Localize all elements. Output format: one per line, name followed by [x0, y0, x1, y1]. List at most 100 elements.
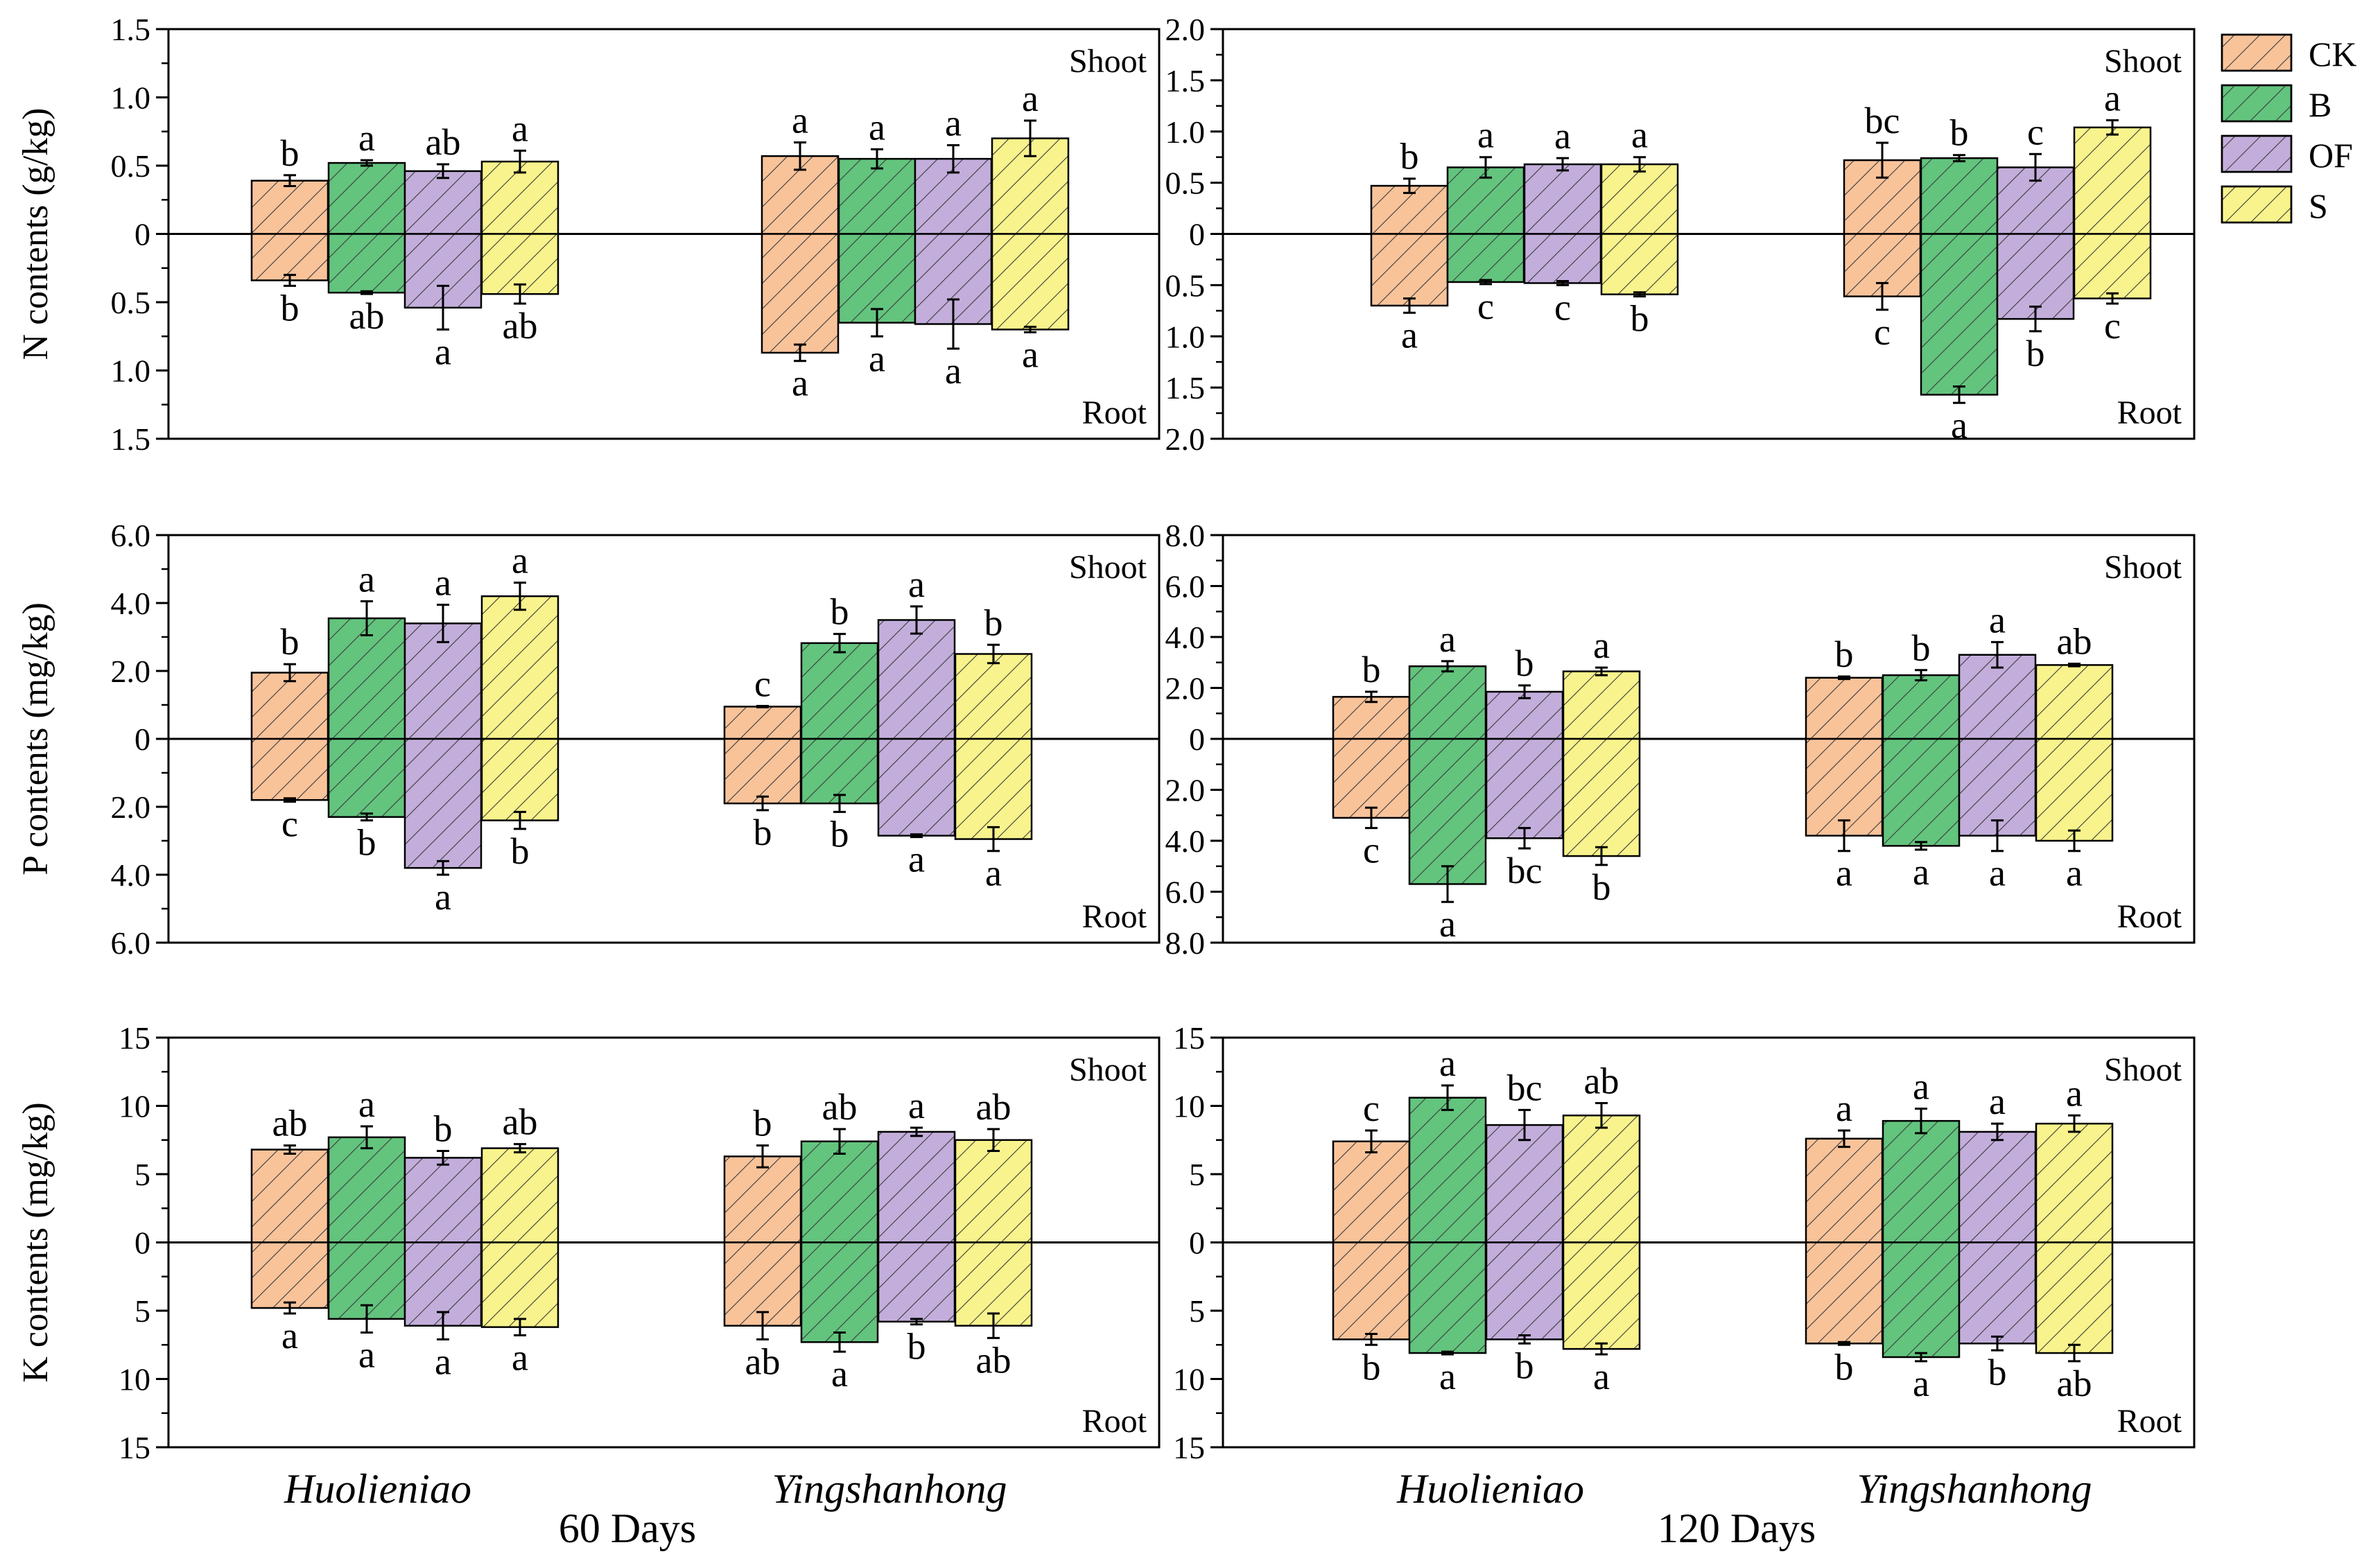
sig-label-shoot-p-60-huolieniao-of: a [435, 561, 451, 603]
bar-shoot-hatch-p-120-huolieniao-ck [1332, 696, 1411, 740]
bar-root-hatch-n-60-yingshanhong-of [914, 233, 993, 325]
sig-label-shoot-n-60-huolieniao-b: a [358, 117, 375, 159]
bar-root-hatch-p-60-huolieniao-b [327, 737, 406, 818]
legend-swatch-hatch-s [2221, 185, 2293, 224]
bar-shoot-hatch-n-60-yingshanhong-b [837, 157, 917, 235]
bar-shoot-hatch-n-120-huolieniao-of [1523, 163, 1602, 235]
sig-label-shoot-p-120-yingshanhong-ck: b [1835, 634, 1854, 675]
legend-swatch-hatch-b [2221, 84, 2293, 123]
x-label-huolieniao-60: Huolieniao [284, 1466, 471, 1512]
period-label-120-days: 120 Days [1658, 1505, 1816, 1551]
bar-root-hatch-p-60-yingshanhong-s [954, 737, 1033, 840]
sig-label-shoot-n-120-yingshanhong-b: b [1950, 112, 1969, 154]
tick-label-n-120-3: 0.5 [1165, 166, 1206, 201]
sig-label-shoot-k-60-yingshanhong-s: ab [976, 1086, 1011, 1128]
bar-root-hatch-n-60-yingshanhong-ck [761, 233, 840, 354]
sig-label-root-n-60-huolieniao-s: ab [503, 305, 538, 347]
sig-label-root-p-60-huolieniao-s: b [511, 830, 530, 872]
sig-label-shoot-k-120-huolieniao-ck: c [1363, 1088, 1380, 1129]
sig-label-root-k-60-huolieniao-b: a [358, 1334, 375, 1376]
shoot-label-n-120: Shoot [2104, 43, 2182, 80]
sig-label-shoot-p-120-yingshanhong-s: ab [2057, 621, 2092, 663]
tick-label-n-120-5: 0.5 [1165, 268, 1206, 303]
bar-root-hatch-p-120-huolieniao-of [1485, 737, 1564, 839]
legend-item-s: S [2221, 185, 2328, 225]
sig-label-root-p-120-yingshanhong-b: a [1913, 851, 1929, 893]
bar-root-hatch-n-120-huolieniao-of [1523, 233, 1602, 284]
legend-swatch-hatch-ck [2221, 33, 2293, 72]
tick-label-n-60-5: 1.0 [111, 353, 151, 389]
tick-label-p-60-3: 0 [134, 722, 150, 757]
bar-root-hatch-k-120-yingshanhong-b [1882, 1241, 1961, 1359]
panels: 1.5 1.0 0.5 0 0.5 1.0 1.5 N contents (g/kg) Shoo… [16, 12, 2196, 1465]
shoot-label-k-60: Shoot [1069, 1051, 1147, 1088]
root-label-p-120: Root [2117, 898, 2182, 935]
tick-label-n-60-6: 1.5 [111, 421, 151, 457]
sig-label-shoot-n-60-yingshanhong-b: a [869, 106, 885, 148]
tick-label-p-120-5: 2.0 [1165, 773, 1206, 808]
bar-root-hatch-p-60-huolieniao-s [480, 737, 559, 821]
sig-label-shoot-n-60-huolieniao-of: ab [426, 121, 461, 163]
sig-label-root-n-60-yingshanhong-s: a [1022, 333, 1039, 375]
sig-label-root-n-120-yingshanhong-ck: c [1874, 311, 1891, 353]
bar-root-hatch-n-60-yingshanhong-s [991, 233, 1070, 331]
tick-label-p-120-1: 6.0 [1165, 569, 1206, 604]
legend-item-of: OF [2221, 134, 2353, 175]
sig-label-shoot-n-120-yingshanhong-ck: bc [1865, 100, 1900, 141]
sig-label-shoot-p-120-huolieniao-b: a [1439, 618, 1456, 660]
sig-label-shoot-n-120-huolieniao-of: a [1554, 115, 1571, 157]
y-axis-label-n-60: N contents (g/kg) [16, 108, 55, 360]
sig-label-shoot-k-60-yingshanhong-b: ab [822, 1086, 858, 1128]
sig-label-root-p-60-yingshanhong-b: b [831, 813, 849, 855]
bar-root-hatch-p-120-yingshanhong-s [2035, 737, 2114, 842]
bar-shoot-hatch-n-120-yingshanhong-b [1920, 157, 1999, 235]
sig-label-root-k-120-yingshanhong-s: ab [2057, 1363, 2092, 1404]
bar-shoot-hatch-k-60-yingshanhong-s [954, 1139, 1033, 1243]
sig-label-shoot-k-120-yingshanhong-b: a [1913, 1065, 1929, 1107]
sig-label-shoot-k-60-yingshanhong-ck: b [754, 1103, 772, 1144]
tick-label-p-120-6: 4.0 [1165, 823, 1206, 859]
sig-label-root-n-120-yingshanhong-s: c [2104, 305, 2121, 347]
bar-root-hatch-k-60-yingshanhong-b [800, 1241, 879, 1343]
sig-label-root-n-120-huolieniao-s: b [1631, 298, 1649, 340]
sig-label-shoot-p-60-yingshanhong-ck: c [754, 663, 771, 704]
bar-root-hatch-n-120-huolieniao-ck [1370, 233, 1449, 307]
sig-label-shoot-p-120-huolieniao-ck: b [1362, 649, 1381, 690]
root-label-k-120: Root [2117, 1403, 2182, 1440]
tick-label-n-60-3: 0 [134, 217, 150, 252]
bar-shoot-hatch-k-120-huolieniao-s [1562, 1115, 1641, 1243]
sig-label-root-k-60-yingshanhong-ck: ab [745, 1341, 781, 1382]
sig-label-root-p-120-huolieniao-s: b [1592, 866, 1611, 908]
shoot-label-k-120: Shoot [2104, 1051, 2182, 1088]
sig-label-root-n-60-yingshanhong-b: a [869, 338, 885, 379]
bar-shoot-hatch-n-60-huolieniao-b [327, 161, 406, 235]
shoot-label-p-60: Shoot [1069, 549, 1147, 586]
bar-root-hatch-p-60-yingshanhong-b [800, 737, 879, 805]
bar-root-hatch-k-60-yingshanhong-s [954, 1241, 1033, 1327]
bar-shoot-hatch-n-120-huolieniao-s [1600, 163, 1679, 235]
legend-label-s: S [2309, 186, 2328, 225]
sig-label-shoot-n-60-yingshanhong-ck: a [792, 100, 808, 141]
bar-root-hatch-k-120-huolieniao-ck [1332, 1241, 1411, 1341]
sig-label-shoot-p-60-yingshanhong-s: b [984, 602, 1003, 643]
bar-root-hatch-k-60-yingshanhong-of [877, 1241, 956, 1323]
sig-label-root-n-60-yingshanhong-ck: a [792, 363, 808, 404]
tick-label-k-60-6: 15 [119, 1430, 150, 1465]
bar-root-hatch-k-60-huolieniao-ck [250, 1241, 329, 1309]
bar-shoot-hatch-k-120-huolieniao-ck [1332, 1140, 1411, 1243]
sig-label-shoot-p-120-yingshanhong-b: b [1912, 627, 1931, 669]
bar-root-hatch-k-120-huolieniao-of [1485, 1241, 1564, 1341]
shoot-label-n-60: Shoot [1069, 43, 1147, 80]
bar-shoot-hatch-p-60-yingshanhong-of [877, 619, 956, 740]
sig-label-root-k-120-yingshanhong-of: b [1988, 1352, 2007, 1393]
tick-label-k-60-2: 5 [134, 1157, 150, 1192]
sig-label-shoot-k-120-huolieniao-of: bc [1507, 1067, 1543, 1108]
bar-shoot-hatch-p-60-yingshanhong-s [954, 653, 1033, 740]
sig-label-root-k-120-huolieniao-ck: b [1362, 1346, 1381, 1388]
bar-root-hatch-k-120-huolieniao-s [1562, 1241, 1641, 1350]
sig-label-shoot-n-120-yingshanhong-s: a [2104, 77, 2121, 119]
sig-label-root-n-60-huolieniao-ck: b [281, 287, 299, 329]
sig-label-root-n-60-huolieniao-of: a [435, 331, 451, 372]
sig-label-root-k-120-huolieniao-of: b [1515, 1345, 1534, 1386]
sig-label-root-n-120-huolieniao-ck: a [1401, 314, 1418, 356]
